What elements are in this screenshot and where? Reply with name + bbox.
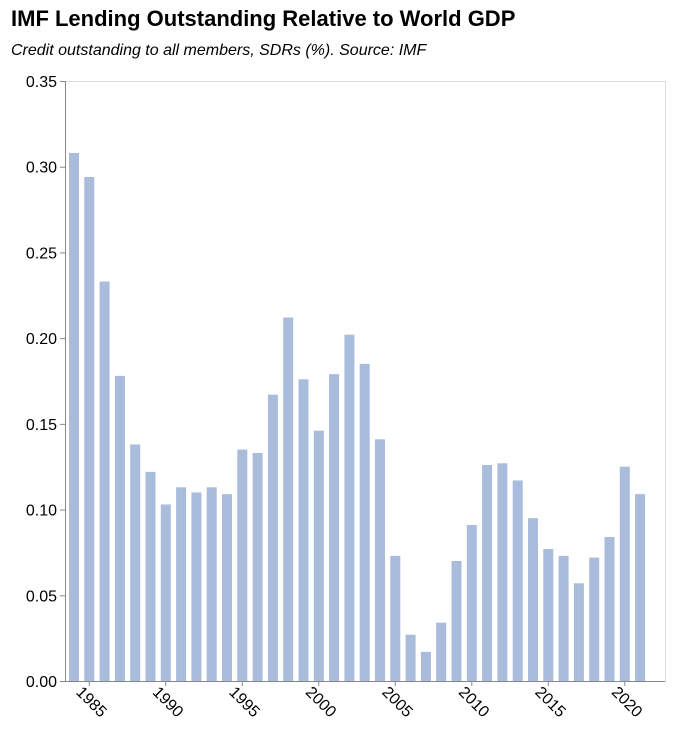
y-tick-label: 0.25 xyxy=(26,245,57,262)
x-tick-label: 2000 xyxy=(302,684,339,721)
bar xyxy=(191,492,202,681)
bar xyxy=(619,466,630,681)
bar xyxy=(466,525,477,681)
bar xyxy=(451,561,462,681)
bar xyxy=(298,379,309,681)
bar xyxy=(130,444,141,681)
x-tick-label: 2005 xyxy=(378,684,415,721)
bar xyxy=(604,537,615,681)
bar xyxy=(84,177,95,681)
bar xyxy=(313,430,324,681)
bar xyxy=(436,622,447,681)
bar xyxy=(206,487,217,681)
chart-subtitle: Credit outstanding to all members, SDRs … xyxy=(11,42,427,59)
bar xyxy=(114,375,125,681)
bar xyxy=(589,557,600,681)
x-tick-label: 1990 xyxy=(149,684,186,721)
bar xyxy=(512,480,523,681)
y-axis: 0.00 0.05 0.10 0.15 0.20 0.25 0.30 0.35 xyxy=(26,74,66,691)
y-tick-label: 0.20 xyxy=(26,331,57,348)
y-tick-label: 0.15 xyxy=(26,417,57,434)
bar xyxy=(482,465,493,681)
bar xyxy=(329,374,340,681)
bar xyxy=(543,549,554,681)
y-tick-label: 0.10 xyxy=(26,503,57,520)
bar xyxy=(375,439,385,681)
bar xyxy=(252,453,263,681)
bar xyxy=(420,651,431,681)
bar xyxy=(99,281,110,681)
bars xyxy=(69,153,646,681)
bar xyxy=(635,494,646,681)
bar xyxy=(390,555,401,681)
bar xyxy=(528,518,538,681)
y-tick-label: 0.30 xyxy=(26,160,57,177)
y-tick-label: 0.00 xyxy=(26,674,57,691)
bar xyxy=(145,471,156,681)
chart-title: IMF Lending Outstanding Relative to Worl… xyxy=(11,6,516,31)
x-tick-label: 1985 xyxy=(72,684,109,721)
bar xyxy=(267,394,278,681)
y-tick-label: 0.35 xyxy=(26,74,57,91)
bar xyxy=(283,317,294,681)
bar xyxy=(558,555,569,681)
x-tick-label: 2010 xyxy=(455,684,492,721)
bar xyxy=(405,634,416,681)
bar xyxy=(69,153,79,681)
bar xyxy=(237,449,248,681)
y-tick-label: 0.05 xyxy=(26,588,57,605)
bar xyxy=(573,583,584,681)
x-tick-label: 1995 xyxy=(225,684,262,721)
x-axis: 1985 1990 1995 2000 2005 2010 2015 2020 xyxy=(65,681,665,721)
x-tick-label: 2020 xyxy=(608,684,645,721)
bar xyxy=(344,334,355,681)
bar xyxy=(160,504,171,681)
bar xyxy=(497,463,508,681)
bar xyxy=(176,487,187,681)
bar xyxy=(359,363,370,681)
bar xyxy=(222,494,232,681)
x-tick-label: 2015 xyxy=(531,684,568,721)
